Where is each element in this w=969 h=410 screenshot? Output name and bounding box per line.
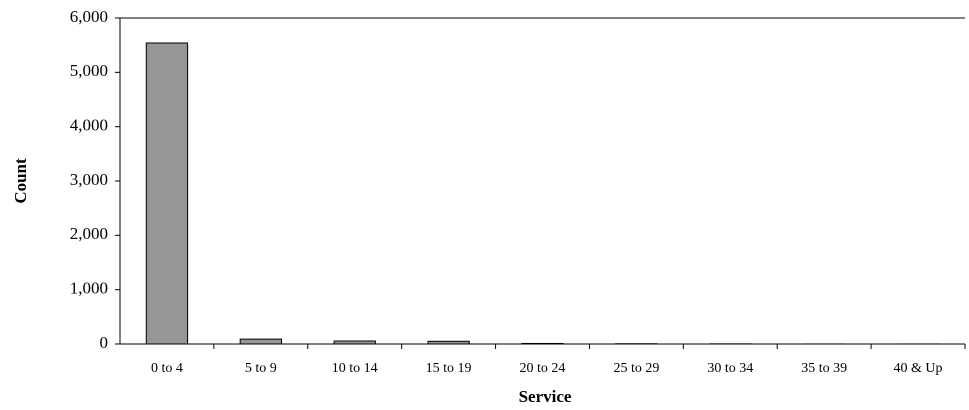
bar	[521, 342, 564, 345]
y-tick-label: 4,000	[70, 116, 108, 135]
bar	[427, 340, 470, 345]
bar	[333, 340, 376, 345]
x-tick-label: 0 to 4	[151, 361, 183, 376]
x-tick-label: 40 & Up	[894, 361, 943, 376]
x-tick-label: 5 to 9	[245, 361, 277, 376]
x-tick-label: 20 to 24	[520, 361, 566, 376]
y-tick-label: 0	[100, 333, 109, 352]
x-tick-label: 15 to 19	[426, 361, 472, 376]
x-axis-label: Service	[519, 387, 572, 406]
x-tick-label: 10 to 14	[332, 361, 378, 376]
y-axis-label: Count	[11, 158, 30, 204]
y-tick-label: 6,000	[70, 7, 108, 26]
y-tick-label: 3,000	[70, 170, 108, 189]
bar	[239, 338, 282, 345]
x-tick-label: 25 to 29	[613, 361, 659, 376]
x-tick-label: 35 to 39	[801, 361, 847, 376]
y-tick-label: 1,000	[70, 279, 108, 298]
y-tick-label: 5,000	[70, 61, 108, 80]
y-tick-label: 2,000	[70, 224, 108, 243]
bar	[145, 42, 189, 345]
x-tick-label: 30 to 34	[707, 361, 753, 376]
